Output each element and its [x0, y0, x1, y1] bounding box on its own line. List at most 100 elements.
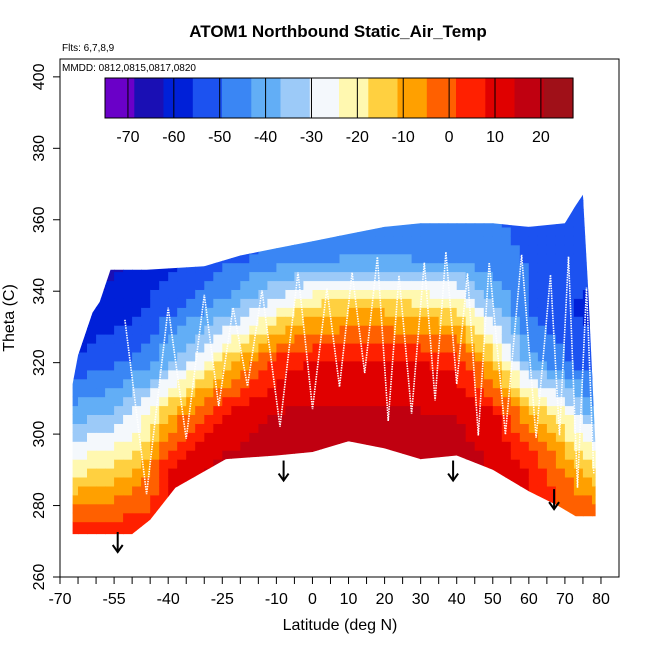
- heatmap-cell: [537, 200, 548, 210]
- heatmap-cell: [150, 396, 160, 407]
- heatmap-cell: [195, 450, 205, 460]
- heatmap-cell: [393, 307, 404, 317]
- heatmap-cell: [78, 226, 88, 237]
- heatmap-cell: [321, 378, 332, 389]
- heatmap-cell: [529, 182, 539, 192]
- heatmap-cell: [303, 378, 313, 389]
- heatmap-cell: [429, 200, 440, 210]
- heatmap-cell: [339, 289, 350, 299]
- heatmap-cell: [222, 253, 232, 264]
- heatmap-cell: [393, 512, 404, 523]
- heatmap-cell: [321, 530, 332, 535]
- heatmap-cell: [564, 521, 575, 532]
- heatmap-cell: [186, 477, 196, 487]
- heatmap-cell: [303, 387, 313, 398]
- heatmap-cell: [501, 289, 512, 299]
- heatmap-cell: [114, 262, 124, 273]
- heatmap-cell: [592, 200, 596, 210]
- heatmap-cell: [249, 494, 259, 505]
- heatmap-cell: [393, 334, 404, 344]
- heatmap-cell: [72, 494, 79, 505]
- heatmap-cell: [168, 387, 178, 398]
- heatmap-cell: [474, 378, 485, 389]
- heatmap-cell: [186, 298, 196, 308]
- heatmap-cell: [240, 485, 250, 496]
- chart-title: ATOM1 Northbound Static_Air_Temp: [189, 22, 487, 41]
- heatmap-cell: [159, 307, 169, 317]
- heatmap-cell: [438, 530, 449, 535]
- heatmap-cell: [240, 316, 250, 326]
- heatmap-cell: [123, 360, 133, 371]
- heatmap-cell: [231, 194, 241, 201]
- heatmap-cell: [411, 325, 422, 335]
- heatmap-cell: [72, 307, 79, 317]
- heatmap-cell: [132, 423, 142, 433]
- heatmap-cell: [258, 235, 268, 246]
- heatmap-cell: [420, 194, 431, 201]
- heatmap-cell: [348, 280, 359, 290]
- heatmap-cell: [447, 521, 458, 532]
- heatmap-cell: [528, 218, 539, 228]
- heatmap-cell: [420, 396, 431, 407]
- heatmap-cell: [186, 450, 196, 460]
- heatmap-cell: [501, 235, 512, 246]
- heatmap-cell: [78, 521, 88, 532]
- heatmap-cell: [492, 334, 503, 344]
- heatmap-cell: [213, 307, 223, 317]
- heatmap-cell: [105, 218, 115, 228]
- heatmap-cell: [366, 316, 377, 326]
- heatmap-cell: [393, 414, 404, 424]
- heatmap-cell: [582, 494, 593, 505]
- heatmap-cell: [438, 369, 449, 380]
- heatmap-cell: [231, 218, 241, 228]
- heatmap-cell: [411, 494, 422, 505]
- heatmap-cell: [330, 194, 341, 201]
- heatmap-cell: [240, 209, 250, 219]
- heatmap-cell: [96, 503, 106, 514]
- heatmap-cell: [186, 485, 196, 496]
- heatmap-cell: [393, 423, 404, 433]
- heatmap-cell: [231, 494, 241, 505]
- heatmap-cell: [213, 459, 223, 469]
- heatmap-cell: [411, 378, 422, 389]
- heatmap-cell: [186, 503, 196, 514]
- heatmap-cell: [150, 343, 160, 353]
- heatmap-cell: [141, 289, 151, 299]
- heatmap-cell: [132, 218, 142, 228]
- heatmap-cell: [546, 253, 557, 264]
- heatmap-cell: [177, 235, 187, 246]
- heatmap-cell: [303, 477, 313, 487]
- heatmap-cell: [87, 468, 97, 478]
- heatmap-cell: [96, 432, 106, 442]
- heatmap-cell: [177, 360, 187, 371]
- heatmap-cell: [348, 521, 359, 532]
- heatmap-cell: [438, 289, 449, 299]
- heatmap-cell: [537, 271, 548, 282]
- heatmap-cell: [411, 423, 422, 433]
- heatmap-cell: [339, 334, 350, 344]
- heatmap-cell: [402, 235, 413, 246]
- heatmap-cell: [519, 209, 530, 219]
- heatmap-cell: [556, 182, 566, 192]
- heatmap-cell: [159, 459, 169, 469]
- heatmap-cell: [159, 503, 169, 514]
- heatmap-cell: [213, 485, 223, 496]
- heatmap-cell: [141, 182, 151, 192]
- heatmap-cell: [141, 369, 151, 380]
- heatmap-cell: [258, 540, 268, 550]
- heatmap-cell: [492, 289, 503, 299]
- heatmap-cell: [186, 182, 196, 192]
- heatmap-cell: [546, 307, 557, 317]
- heatmap-cell: [511, 182, 521, 192]
- heatmap-cell: [573, 485, 584, 496]
- heatmap-cell: [420, 218, 431, 228]
- heatmap-cell: [483, 441, 494, 451]
- heatmap-cell: [510, 494, 521, 505]
- heatmap-cell: [546, 396, 557, 407]
- heatmap-cell: [132, 360, 142, 371]
- heatmap-cell: [72, 423, 79, 433]
- heatmap-cell: [249, 226, 259, 237]
- heatmap-cell: [186, 334, 196, 344]
- heatmap-cell: [177, 334, 187, 344]
- heatmap-cell: [447, 351, 458, 362]
